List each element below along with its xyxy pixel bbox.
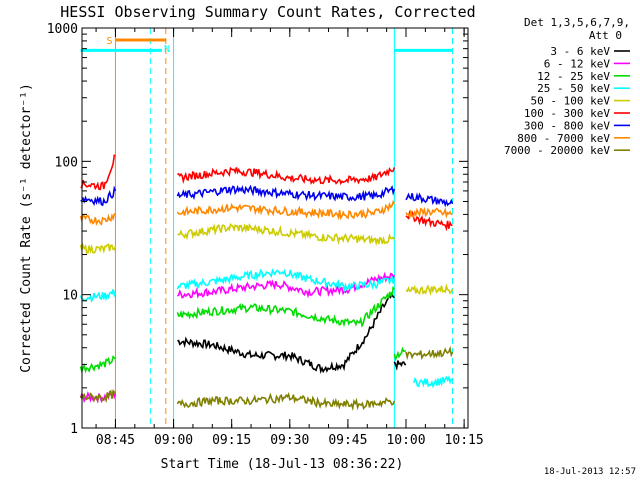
x-tick-label: 08:45 [96,433,135,448]
series-line [405,192,454,208]
series-7000-20000-kev [79,345,454,412]
series-line [177,166,396,186]
series-50-100-kev [79,222,454,297]
legend-header-line-2: Att 0 [589,29,622,42]
series-line [80,185,117,207]
series-line [405,283,454,297]
legend-label: 50 - 100 keV [531,95,611,108]
x-tick-label: 10:15 [445,433,484,448]
series-line [176,184,396,202]
series-line [177,291,395,375]
series-line [413,375,453,389]
legend-label: 800 - 7000 keV [517,132,610,145]
series-line [405,345,454,361]
timestamp: 18-Jul-2013 12:57 [544,467,636,477]
x-tick-label: 09:30 [270,433,309,448]
series-line [177,222,396,247]
series-line [79,213,116,227]
legend-label: 300 - 800 keV [524,119,610,132]
series-line [79,355,116,374]
x-axis-label: Start Time (18-Jul-13 08:36:22) [161,457,404,472]
x-tick-label: 09:15 [212,433,251,448]
chart-title: HESSI Observing Summary Count Rates, Cor… [60,3,475,21]
series-line [176,391,396,412]
series-line [176,286,395,328]
legend-label: 3 - 6 keV [550,45,610,58]
series-line [405,206,453,220]
series-line [393,360,406,371]
legend-header-line-1: Det 1,3,5,6,7,9, [524,16,630,29]
series-line [79,289,117,303]
y-tick-label: 100 [55,155,78,170]
series-line [79,389,117,404]
series-3-6-kev [177,291,406,375]
legend-label: 25 - 50 keV [537,82,610,95]
legend-label: 7000 - 20000 keV [504,144,610,157]
series-25-50-kev [79,268,453,389]
series-12-25-kev [79,286,407,374]
legend-label: 6 - 12 keV [544,57,611,70]
series-line [79,242,117,255]
y-tick-label: 10 [62,289,78,304]
series-line [393,346,407,362]
series-line [80,154,116,191]
axis-layer: 1 10 100 1000 08:45 09:00 09:15 09:30 09:45 10:00… [47,22,484,448]
x-tick-label: 10:00 [386,433,425,448]
x-tick-label: 09:45 [328,433,367,448]
series-line [176,268,396,293]
y-tick-label: 1 [70,422,78,437]
legend-label: 100 - 300 keV [524,107,610,120]
plot-frame [81,27,469,429]
flag-label: N [164,44,170,55]
series-800-7000-kev [79,199,453,227]
flag-label: S [106,36,112,47]
series-300-800-kev [80,184,454,208]
legend-label: 12 - 25 keV [537,70,610,83]
x-tick-label: 09:00 [154,433,193,448]
y-axis-label: Corrected Count Rate (s⁻¹ detector⁻¹) [19,83,34,373]
y-tick-label: 1000 [47,22,78,37]
flag-layer: SN [80,28,454,428]
series-line [176,199,396,221]
series-layer [79,154,454,412]
